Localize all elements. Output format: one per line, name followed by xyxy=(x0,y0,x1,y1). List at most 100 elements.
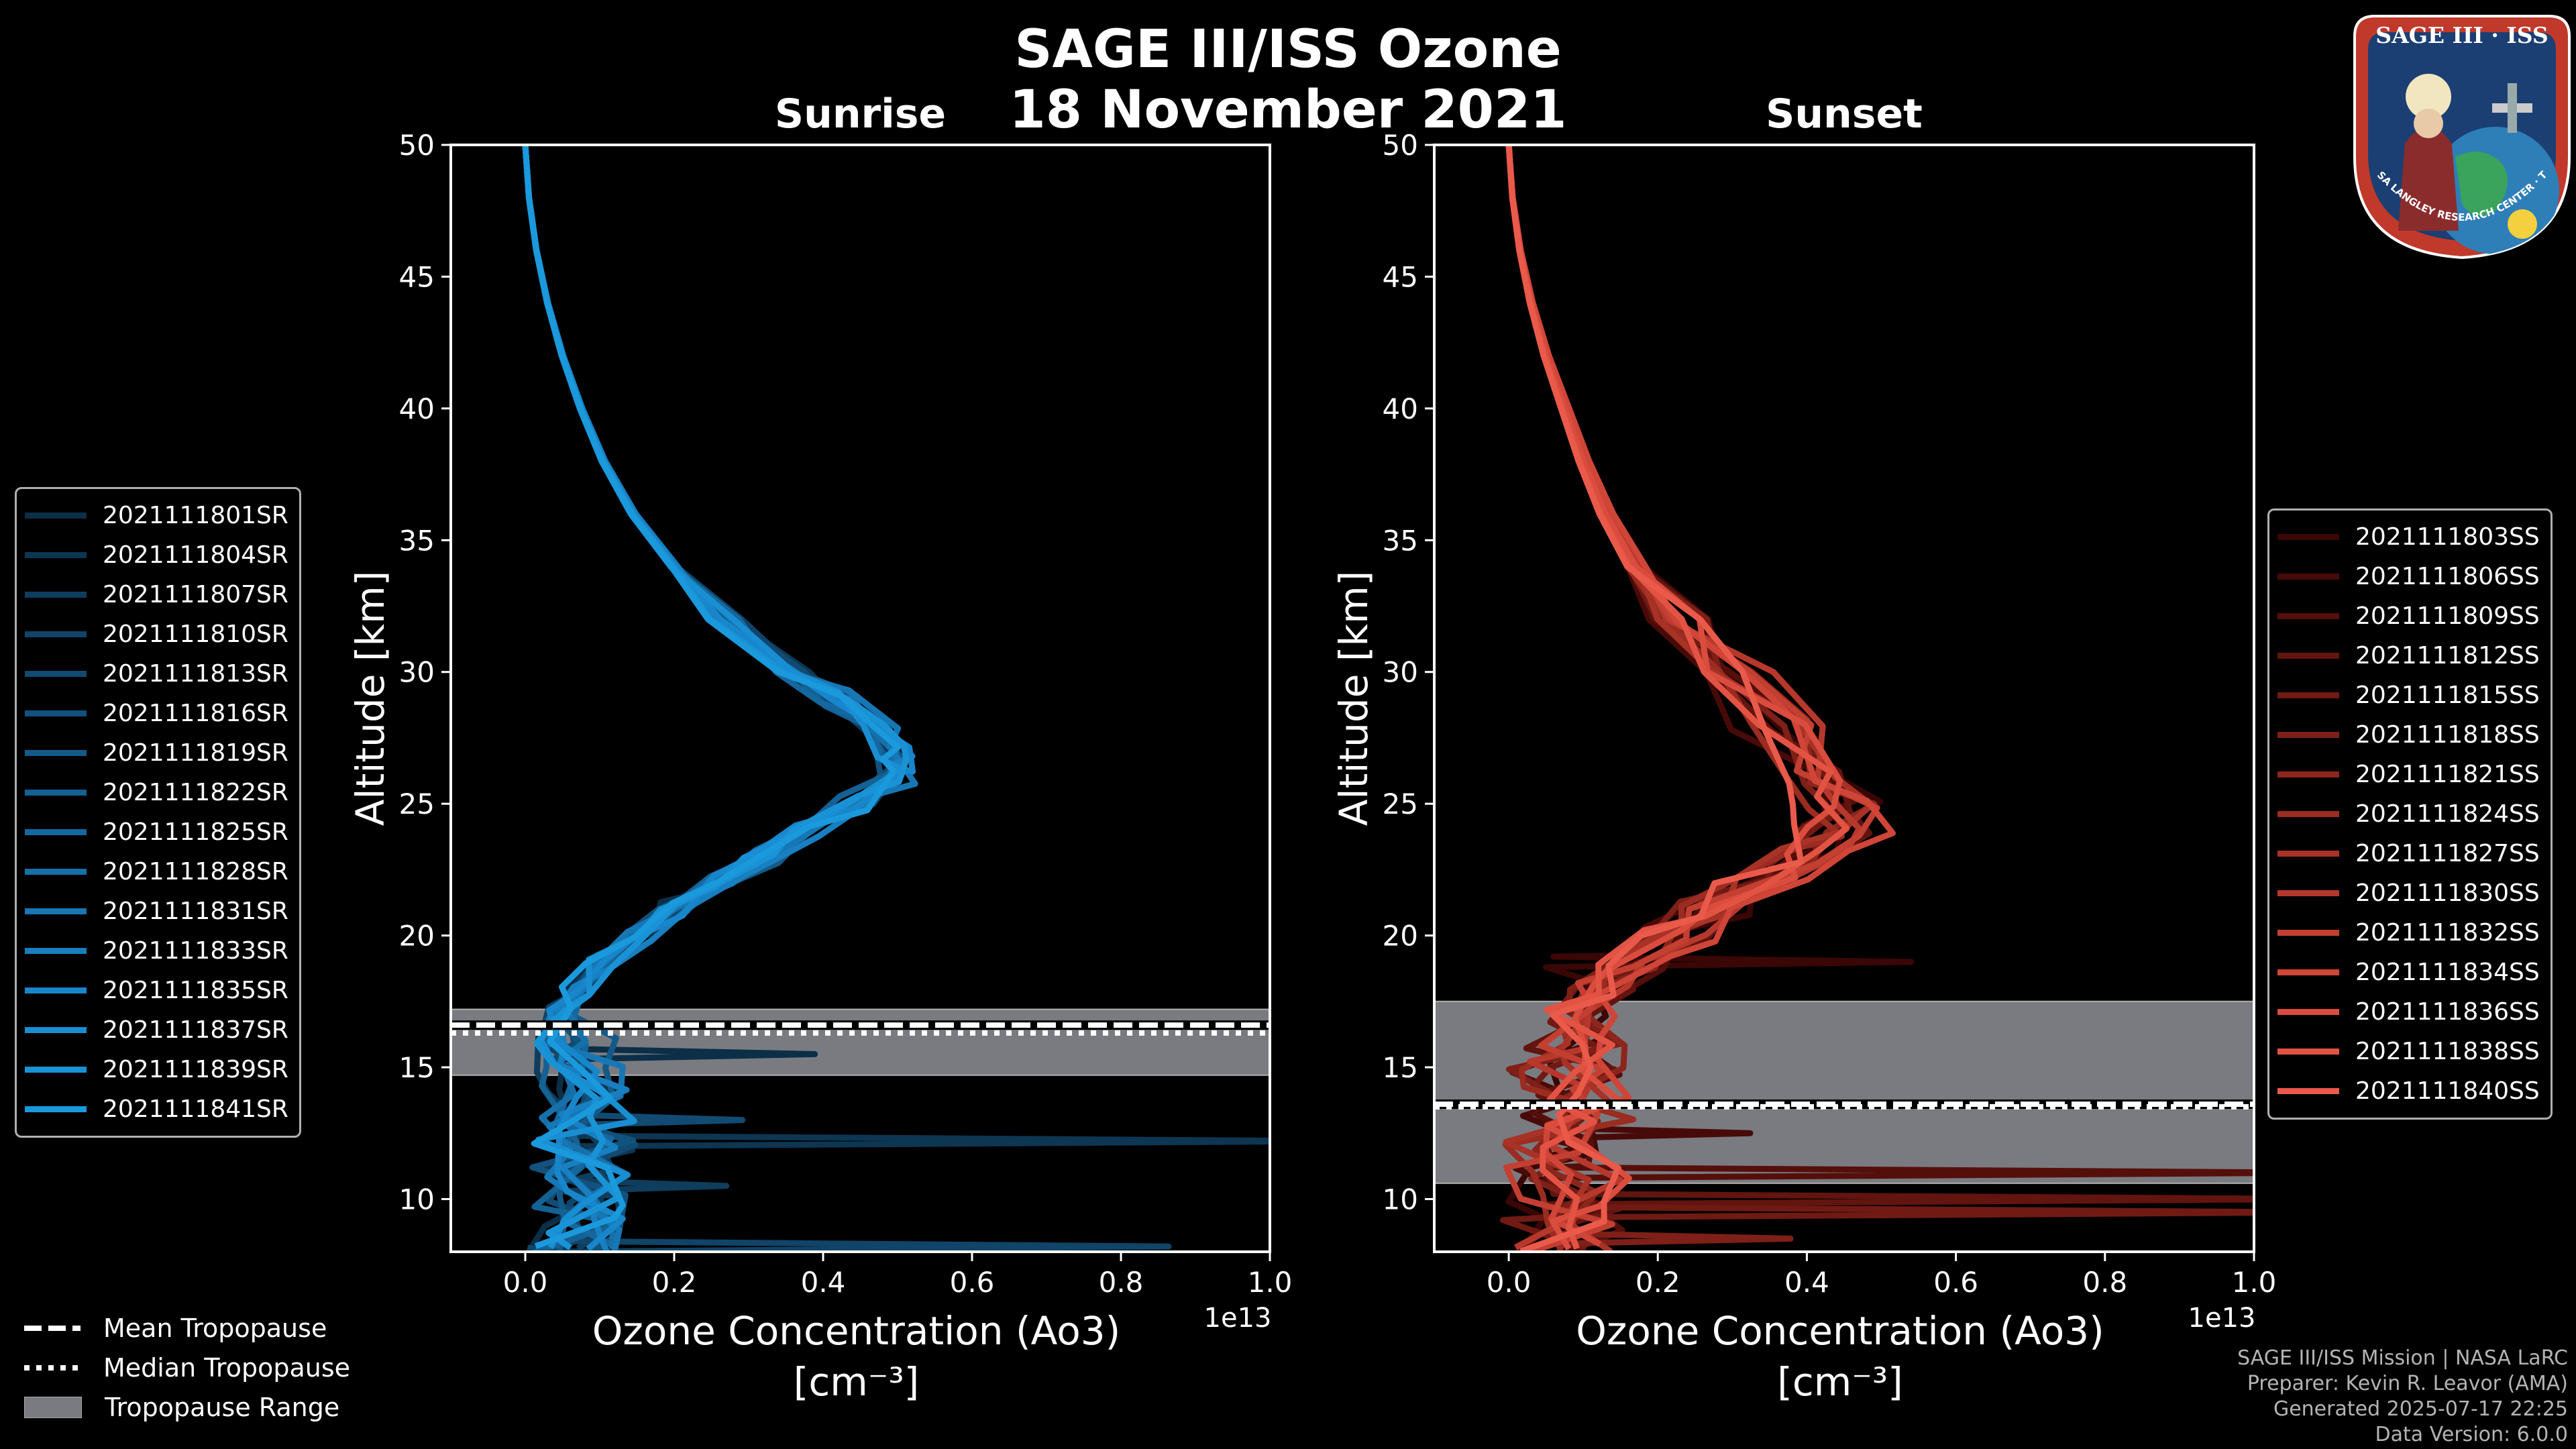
axes-frame xyxy=(449,144,1271,1253)
legend-label: 2021111807SR xyxy=(103,581,288,608)
legend-label: 2021111838SS xyxy=(2355,1038,2540,1065)
legend-label: Tropopause Range xyxy=(105,1392,340,1422)
y-tick-label: 20 xyxy=(399,920,435,953)
legend-label: 2021111833SR xyxy=(103,937,288,965)
y-tick-label: 30 xyxy=(1383,656,1418,689)
sunset-legend: 2021111803SS 2021111806SS 2021111809SS 2021… xyxy=(2267,508,2553,1120)
legend-swatch xyxy=(25,869,87,875)
figure-title-line1: SAGE III/ISS Ozone xyxy=(1014,19,1562,80)
legend-label: 2021111825SR xyxy=(103,818,288,846)
x-tick-label: 0.6 xyxy=(1933,1266,1978,1299)
legend-swatch xyxy=(2277,969,2339,975)
legend-item: 2021111839SR xyxy=(25,1050,288,1089)
x-axis-label: Ozone Concentration (Ao3) xyxy=(1576,1308,2104,1354)
credits-line: Data Version: 6.0.0 xyxy=(2375,1423,2568,1446)
sunset-panel: 10 15 20 25 30 35 40 45 50 0.0 0.2 0.4 0.6 0.8 1.0 1e13… xyxy=(1331,91,2277,1405)
y-tick-label: 40 xyxy=(399,392,435,425)
y-tick-label: 30 xyxy=(399,656,435,689)
y-tick-label: 50 xyxy=(1383,129,1418,162)
legend-label: 2021111827SS xyxy=(2355,840,2540,867)
legend-swatch xyxy=(2277,811,2339,817)
legend-swatch xyxy=(2277,613,2339,619)
axes-frame xyxy=(1433,144,2255,1253)
legend-label: 2021111804SR xyxy=(103,541,288,569)
legend-swatch xyxy=(2277,534,2339,540)
legend-swatch xyxy=(2277,732,2339,738)
legend-item: 2021111836SS xyxy=(2277,992,2540,1032)
legend-item: 2021111835SR xyxy=(25,971,288,1010)
x-offset-label: 1e13 xyxy=(2188,1303,2256,1334)
legend-item: 2021111828SR xyxy=(25,852,288,892)
legend-mean-tropopause: Mean Tropopause xyxy=(24,1308,350,1348)
x-tick-label: 1.0 xyxy=(1248,1266,1293,1299)
legend-item: 2021111801SR xyxy=(25,496,288,535)
legend-label: 2021111813SR xyxy=(103,660,288,688)
legend-swatch xyxy=(25,750,87,756)
panel-title: Sunrise xyxy=(775,91,946,138)
legend-label: 2021111835SR xyxy=(103,977,288,1004)
legend-item: 2021111809SS xyxy=(2277,596,2540,636)
range-patch-swatch xyxy=(24,1396,82,1418)
legend-label: 2021111834SS xyxy=(2355,959,2540,986)
legend-item: 2021111807SR xyxy=(25,575,288,614)
profile-lines xyxy=(1500,145,2254,1252)
legend-item: 2021111824SS xyxy=(2277,794,2540,834)
legend-label: 2021111828SR xyxy=(103,858,288,885)
legend-item: 2021111830SS xyxy=(2277,873,2540,913)
legend-item: 2021111818SS xyxy=(2277,715,2540,755)
legend-label: 2021111819SR xyxy=(103,739,288,767)
dashed-line-swatch xyxy=(24,1325,80,1331)
legend-swatch xyxy=(2277,930,2339,936)
legend-swatch xyxy=(2277,1009,2339,1015)
legend-item: 2021111812SS xyxy=(2277,636,2540,676)
legend-label: 2021111841SR xyxy=(103,1095,288,1123)
x-tick-label: 0.2 xyxy=(1635,1266,1680,1299)
legend-swatch xyxy=(25,829,87,835)
legend-label: 2021111806SS xyxy=(2355,563,2540,590)
legend-item: 2021111825SR xyxy=(25,812,288,852)
profile-lines xyxy=(522,145,1270,1252)
credits-line: Preparer: Kevin R. Leavor (AMA) xyxy=(2247,1372,2568,1395)
legend-label: 2021111830SS xyxy=(2355,879,2540,907)
legend-item: 2021111803SS xyxy=(2277,517,2540,557)
legend-label: Median Tropopause xyxy=(103,1352,350,1383)
legend-swatch xyxy=(25,790,87,796)
x-axis-unit: [cm⁻³] xyxy=(794,1359,920,1405)
legend-label: 2021111822SR xyxy=(103,779,288,806)
credits-line: SAGE III/ISS Mission | NASA LaRC xyxy=(2237,1346,2568,1370)
legend-item: 2021111804SR xyxy=(25,535,288,575)
x-tick-label: 0.4 xyxy=(1784,1266,1829,1299)
sunrise-legend: 2021111801SR 2021111804SR 2021111807SR 2021… xyxy=(15,487,301,1138)
legend-item: 2021111838SS xyxy=(2277,1032,2540,1071)
legend-label: 2021111824SS xyxy=(2355,800,2540,828)
y-tick-label: 10 xyxy=(399,1183,435,1216)
legend-item: 2021111822SR xyxy=(25,773,288,812)
legend-swatch xyxy=(25,631,87,637)
legend-item: 2021111819SR xyxy=(25,733,288,773)
legend-swatch xyxy=(2277,890,2339,896)
legend-tropopause-range: Tropopause Range xyxy=(24,1387,350,1427)
legend-item: 2021111813SR xyxy=(25,654,288,694)
legend-item: 2021111810SR xyxy=(25,614,288,654)
legend-item: 2021111827SS xyxy=(2277,834,2540,873)
legend-label: 2021111812SS xyxy=(2355,642,2540,669)
credits-block: SAGE III/ISS Mission | NASA LaRC Prepare… xyxy=(2237,1346,2568,1448)
legend-item: 2021111832SS xyxy=(2277,913,2540,953)
legend-swatch xyxy=(25,552,87,558)
legend-label: 2021111839SR xyxy=(103,1056,288,1083)
tropopause-legend: Mean Tropopause Median Tropopause Tropop… xyxy=(24,1308,350,1427)
series-line-2021111840SS xyxy=(1505,145,1805,1252)
y-tick-label: 35 xyxy=(1383,524,1418,557)
y-tick-label: 45 xyxy=(399,260,435,293)
y-axis-label: Altitude [km] xyxy=(347,571,393,826)
series-line-2021111804SR xyxy=(522,145,1270,1252)
legend-label: 2021111832SS xyxy=(2355,919,2540,947)
x-tick-label: 1.0 xyxy=(2232,1266,2277,1299)
figure-title-line2: 18 November 2021 xyxy=(1009,80,1567,140)
legend-swatch xyxy=(25,710,87,716)
legend-swatch xyxy=(25,671,87,677)
y-tick-label: 25 xyxy=(1383,788,1418,820)
legend-label: 2021111809SS xyxy=(2355,602,2540,630)
x-tick-label: 0.2 xyxy=(652,1266,697,1299)
x-tick-label: 0.8 xyxy=(2082,1266,2127,1299)
